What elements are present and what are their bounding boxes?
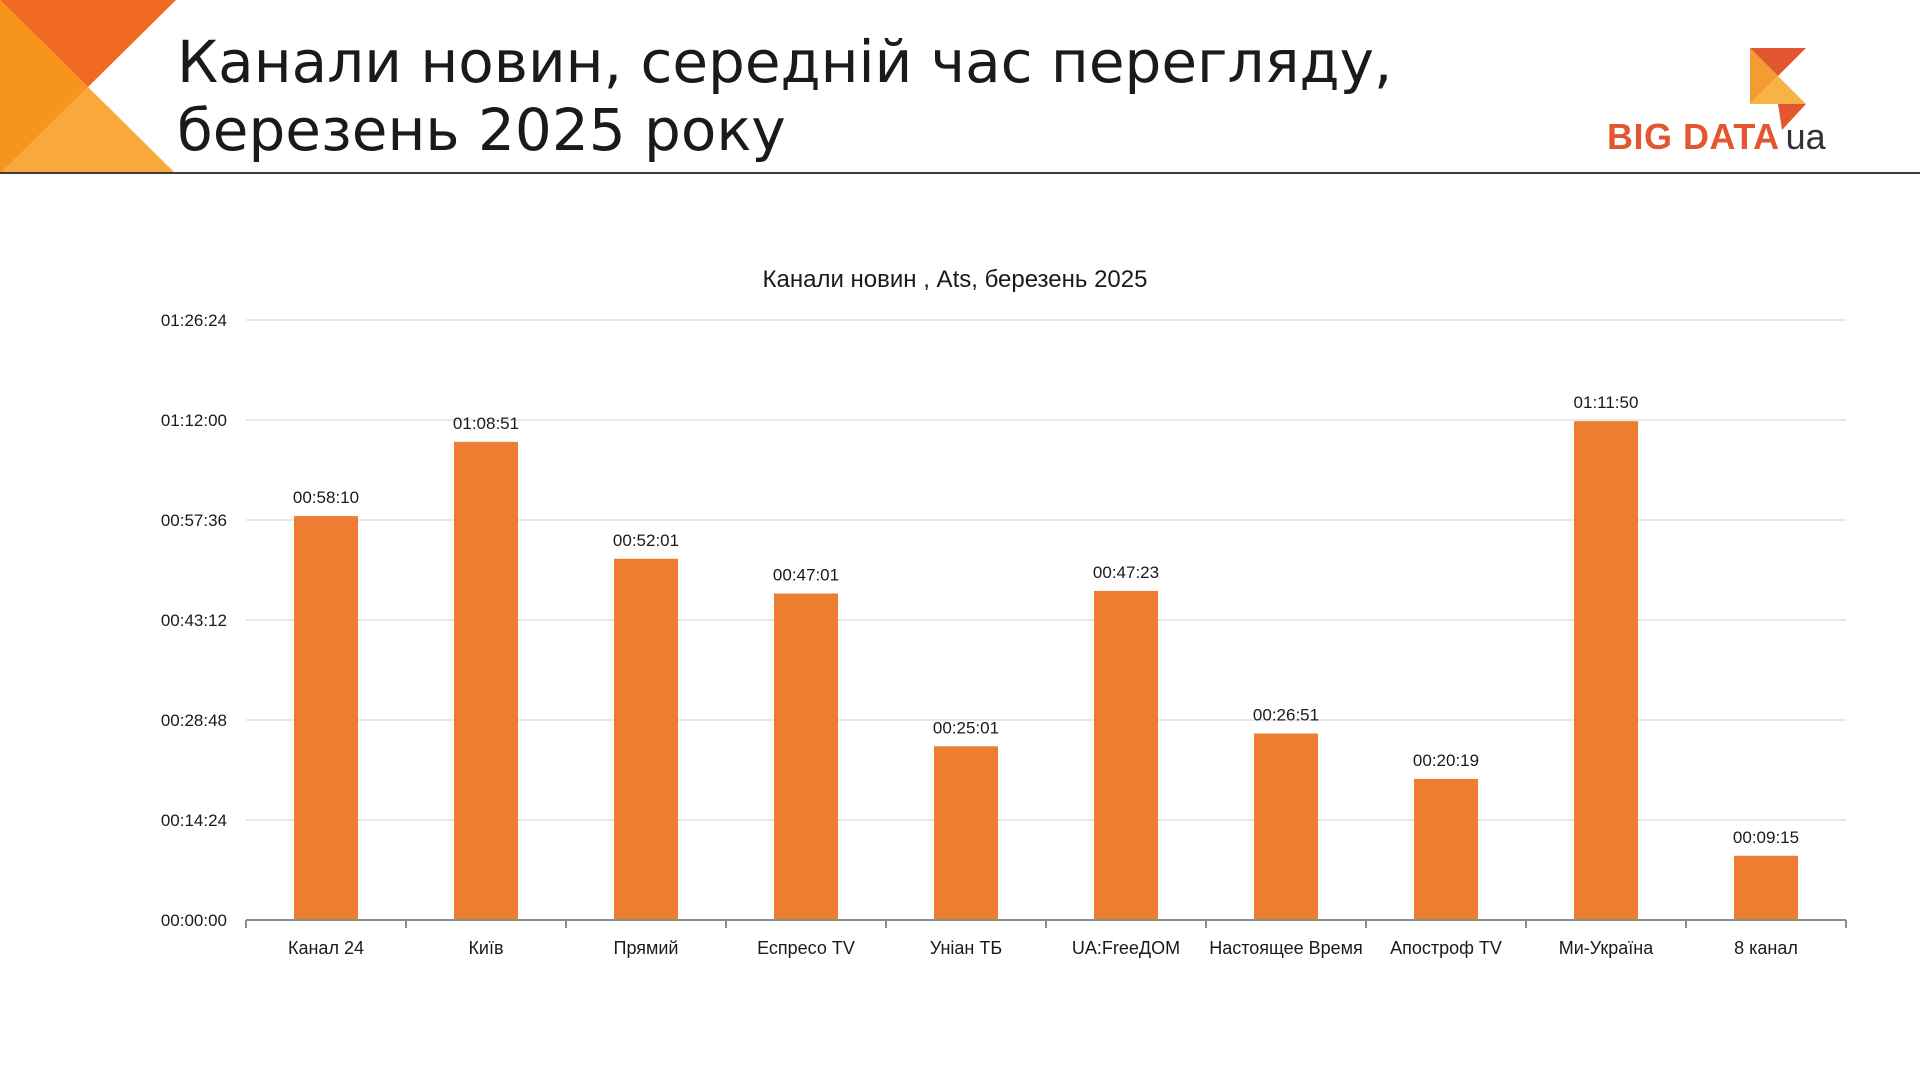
data-label: 00:47:23 xyxy=(1093,563,1159,582)
x-axis xyxy=(245,919,1847,928)
chart-title: Канали новин , Ats, березень 2025 xyxy=(763,266,1148,293)
logo-wordmark: BIG DATA ua xyxy=(1607,116,1826,158)
bar xyxy=(294,516,358,920)
corner-decoration xyxy=(0,0,176,174)
bars xyxy=(294,421,1798,920)
x-tick-label: Настоящее Время xyxy=(1209,938,1363,958)
x-tick-label: Еспресо TV xyxy=(757,938,855,958)
bar xyxy=(1574,421,1638,920)
big-data-ua-logo: BIG DATA ua xyxy=(1600,40,1840,165)
bar xyxy=(1414,778,1478,920)
bar xyxy=(614,558,678,920)
y-axis-ticks: 00:00:00 00:14:24 00:28:48 00:43:12 00:57:36… xyxy=(161,311,227,930)
data-label: 00:09:15 xyxy=(1733,828,1799,847)
x-tick-label: Канал 24 xyxy=(288,938,364,958)
x-tick-label: 8 канал xyxy=(1734,938,1798,958)
data-label: 00:58:10 xyxy=(293,488,359,507)
data-label: 00:20:19 xyxy=(1413,751,1479,770)
bar xyxy=(934,746,998,920)
data-labels: 00:58:10 01:08:51 00:52:01 00:47:01 00:25:01… xyxy=(293,393,1799,847)
x-tick-label: UA:FreeДОМ xyxy=(1072,938,1180,958)
corner-triangle-left xyxy=(0,0,88,174)
logo-suffix: ua xyxy=(1785,116,1826,157)
x-tick-label: Прямий xyxy=(614,938,679,958)
bar xyxy=(1734,855,1798,920)
y-tick-label: 01:12:00 xyxy=(161,411,227,430)
y-tick-label: 00:00:00 xyxy=(161,911,227,930)
data-label: 01:11:50 xyxy=(1574,393,1639,412)
bar xyxy=(774,593,838,920)
y-tick-label: 00:28:48 xyxy=(161,711,227,730)
data-label: 00:52:01 xyxy=(613,531,679,550)
header-divider xyxy=(0,172,1920,174)
logo-name: BIG DATA xyxy=(1607,116,1780,157)
x-tick-label: Апостроф TV xyxy=(1390,938,1502,958)
x-tick-label: Ми-Україна xyxy=(1559,938,1655,958)
data-label: 00:26:51 xyxy=(1253,706,1319,725)
y-tick-label: 01:26:24 xyxy=(161,311,227,330)
bar xyxy=(1094,590,1158,920)
x-tick-label: Уніан ТБ xyxy=(930,938,1002,958)
corner-triangle-top xyxy=(0,0,176,87)
bar xyxy=(1254,733,1318,920)
x-tick-label: Київ xyxy=(468,938,503,958)
logo-mark-icon xyxy=(1750,48,1806,130)
y-tick-label: 00:57:36 xyxy=(161,511,227,530)
page-title: Канали новин, середній час перегляду, бе… xyxy=(177,28,1393,164)
bar xyxy=(454,441,518,920)
data-label: 01:08:51 xyxy=(453,414,519,433)
y-tick-label: 00:14:24 xyxy=(161,811,227,830)
corner-triangle-bottom xyxy=(0,87,176,174)
y-tick-label: 00:43:12 xyxy=(161,611,227,630)
x-axis-labels: Канал 24 Київ Прямий Еспресо TV Уніан ТБ UA:F… xyxy=(288,938,1798,958)
data-label: 00:25:01 xyxy=(933,718,999,737)
data-label: 00:47:01 xyxy=(773,565,839,584)
